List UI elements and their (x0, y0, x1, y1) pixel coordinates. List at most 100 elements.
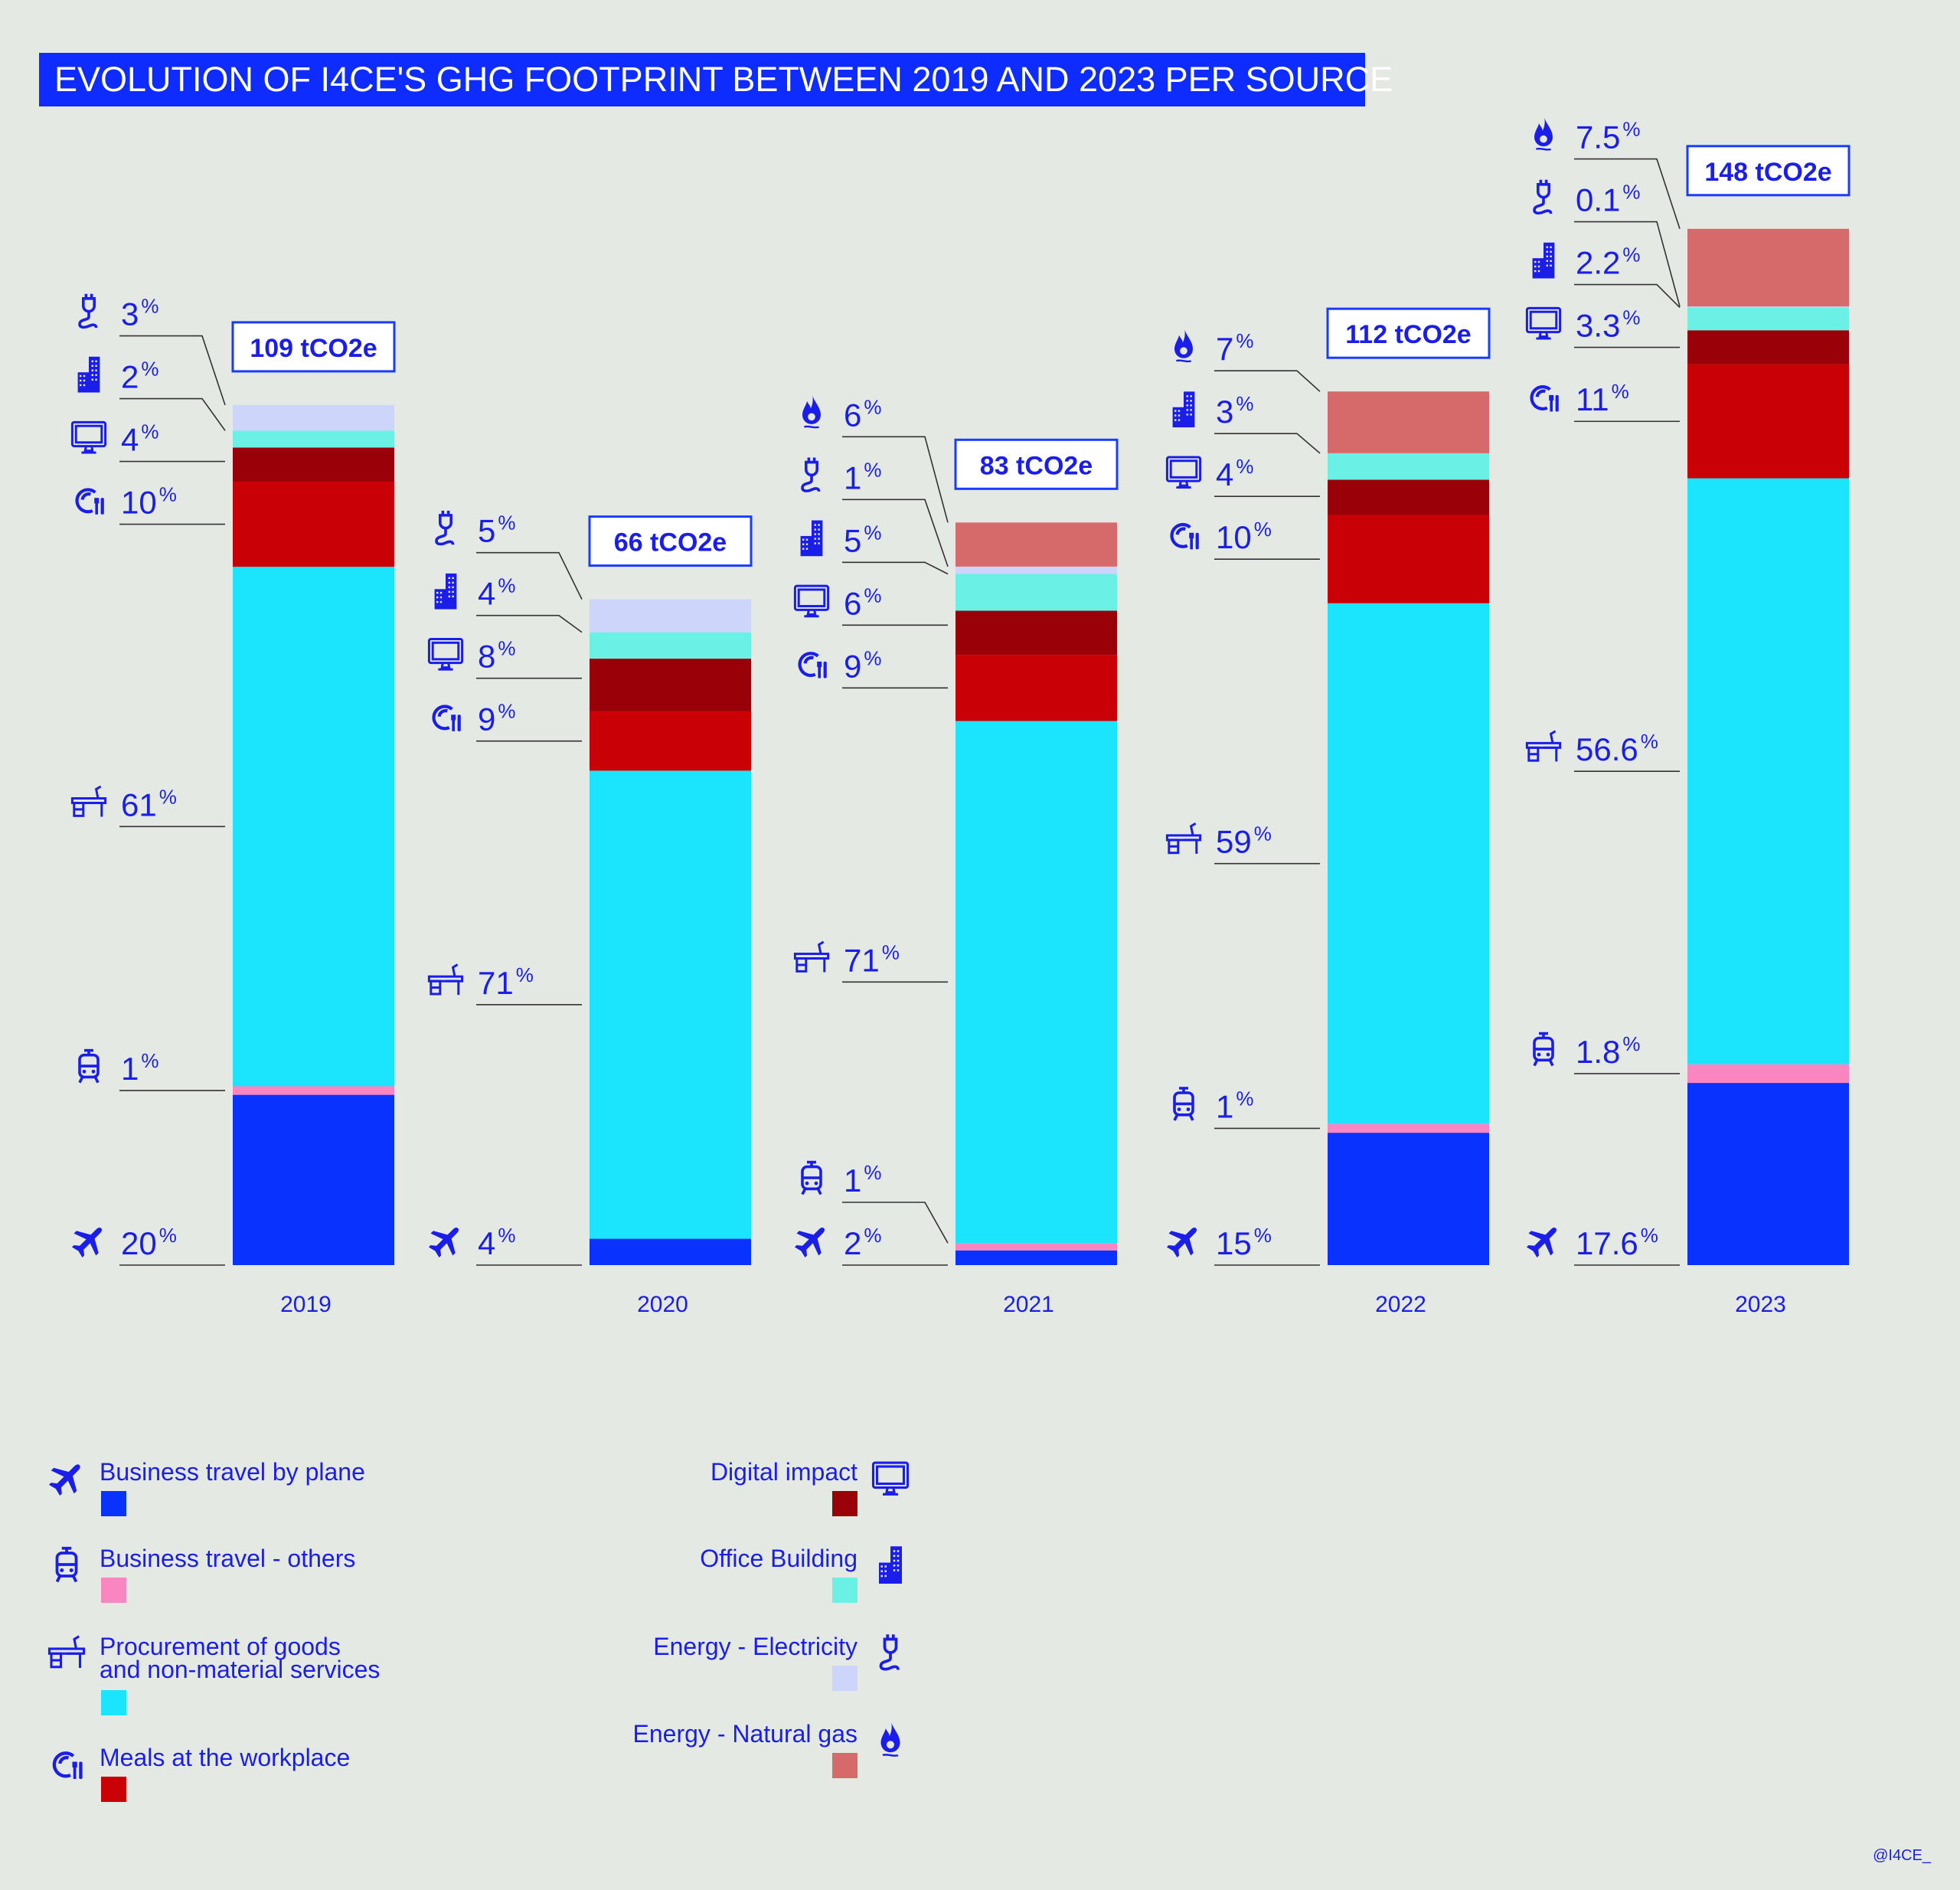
leader-line (1214, 370, 1321, 392)
total-badge-frame (231, 321, 396, 373)
plane-icon (793, 1222, 830, 1259)
train-icon (801, 1160, 822, 1196)
percent-value: 9% (478, 700, 515, 737)
percent-value: 3% (1216, 392, 1253, 430)
building-icon (1532, 242, 1555, 279)
plane-icon (1165, 1222, 1202, 1259)
flame-icon (871, 1721, 910, 1759)
percent-value: 4% (1216, 455, 1253, 492)
percent-value: 71% (478, 963, 534, 1001)
legend-label: Business travel - others (100, 1545, 355, 1571)
bar-segment-procurement (1687, 478, 1849, 1064)
desk-icon (47, 1633, 86, 1672)
legend-item-meal: Meals at the workplace (100, 1744, 452, 1836)
total-badge: 112 tCO2e (1326, 307, 1491, 359)
data-label-procurement: 71% (427, 963, 582, 1005)
legend-swatch (832, 1666, 858, 1691)
legend-label: Energy - Natural gas (633, 1721, 858, 1747)
legend-swatch (101, 1578, 126, 1603)
data-label-electricity: 1% (801, 456, 949, 567)
building-icon (77, 356, 100, 393)
x-tick-label: 2022 (1375, 1292, 1426, 1317)
bar-2020 (590, 599, 751, 1265)
data-label-gas: 6% (801, 394, 949, 523)
percent-value: 11% (1576, 380, 1629, 417)
total-badge: 83 tCO2e (954, 438, 1119, 490)
percent-value: 15% (1216, 1224, 1272, 1261)
meal-icon (1172, 525, 1199, 549)
percent-value: 8% (478, 637, 515, 675)
bar-segment-digital (956, 610, 1117, 656)
bar-segment-digital (1328, 479, 1489, 515)
legend-label-line: Meals at the workplace (100, 1744, 351, 1771)
leader-line (119, 335, 226, 406)
bar-segment-digital (233, 447, 394, 482)
legend-swatch (101, 1690, 126, 1715)
legend-item-building: Office Building (536, 1545, 858, 1637)
bar-segment-building (1687, 307, 1849, 331)
leader-line (476, 614, 583, 633)
train-icon (78, 1048, 100, 1084)
bar-segment-digital (1687, 330, 1849, 365)
percent-value: 5% (844, 521, 881, 558)
legend-label-line: Digital impact (710, 1458, 858, 1486)
bar-2022 (1328, 391, 1489, 1265)
bar-segment-gas (956, 522, 1117, 567)
data-label-digital: 3.3% (1525, 306, 1680, 348)
data-label-electricity: 3% (78, 293, 226, 406)
monitor-icon (427, 637, 464, 671)
bar-segment-procurement (590, 770, 751, 1239)
legend-label-line: Procurement of goods (100, 1633, 341, 1660)
x-tick-label: 2021 (1003, 1292, 1054, 1317)
data-label-procurement: 61% (70, 785, 225, 828)
bar-segment-building (1328, 453, 1489, 480)
x-tick-label: 2020 (637, 1292, 688, 1317)
desk-icon (793, 940, 830, 974)
data-label-procurement: 56.6% (1525, 730, 1680, 772)
data-label-plane: 17.6% (1525, 1222, 1680, 1266)
data-label-procurement: 71% (793, 940, 948, 983)
legend-label-line: Energy - Electricity (653, 1633, 858, 1660)
meal-icon (47, 1744, 86, 1783)
bar-segment-meals (1687, 364, 1849, 479)
percent-value: 56.6% (1576, 730, 1658, 767)
data-label-plane: 15% (1165, 1222, 1320, 1266)
meal-icon (1532, 387, 1559, 411)
bar-segment-meals (956, 655, 1117, 721)
monitor-icon (70, 420, 107, 454)
data-label-gas: 7.5% (1533, 116, 1681, 230)
percent-value: 7% (1216, 329, 1253, 367)
legend-label: Office Building (700, 1545, 858, 1571)
data-label-meals: 11% (1532, 380, 1680, 423)
bar-segment-meals (233, 481, 394, 567)
bar-segment-digital (590, 659, 751, 711)
leader-line (476, 551, 583, 600)
bar-segment-electricity (233, 404, 394, 431)
flame-icon (801, 394, 822, 429)
percent-value: 3% (121, 295, 158, 332)
bar-segment-procurement (1328, 603, 1489, 1124)
data-label-meals: 9% (434, 700, 582, 742)
legend-item-train: Business travel - others (100, 1545, 452, 1637)
data-label-plane: 4% (427, 1222, 582, 1266)
legend-item-flame: Energy - Natural gas (536, 1721, 858, 1813)
legend-label: Energy - Electricity (653, 1633, 858, 1659)
chart-title: EVOLUTION OF I4CE'S GHG FOOTPRINT BETWEE… (39, 53, 1393, 106)
leader-line (842, 561, 949, 575)
bar-segment-others (956, 1243, 1117, 1251)
data-label-building: 2% (77, 356, 226, 431)
plane-icon (427, 1222, 464, 1259)
percent-value: 2% (121, 358, 158, 395)
percent-value: 7.5% (1576, 118, 1641, 155)
plane-icon (47, 1459, 86, 1497)
credit-text: @I4CE_ (1873, 1847, 1931, 1864)
plug-icon (871, 1633, 910, 1672)
percent-value: 2.2% (1576, 244, 1641, 281)
data-label-meals: 9% (800, 646, 948, 689)
monitor-icon (793, 584, 830, 618)
legend-swatch (101, 1777, 126, 1802)
meal-icon (434, 707, 461, 731)
bar-segment-building (233, 430, 394, 448)
total-badge-frame (954, 438, 1119, 490)
leader-line (1574, 221, 1681, 307)
